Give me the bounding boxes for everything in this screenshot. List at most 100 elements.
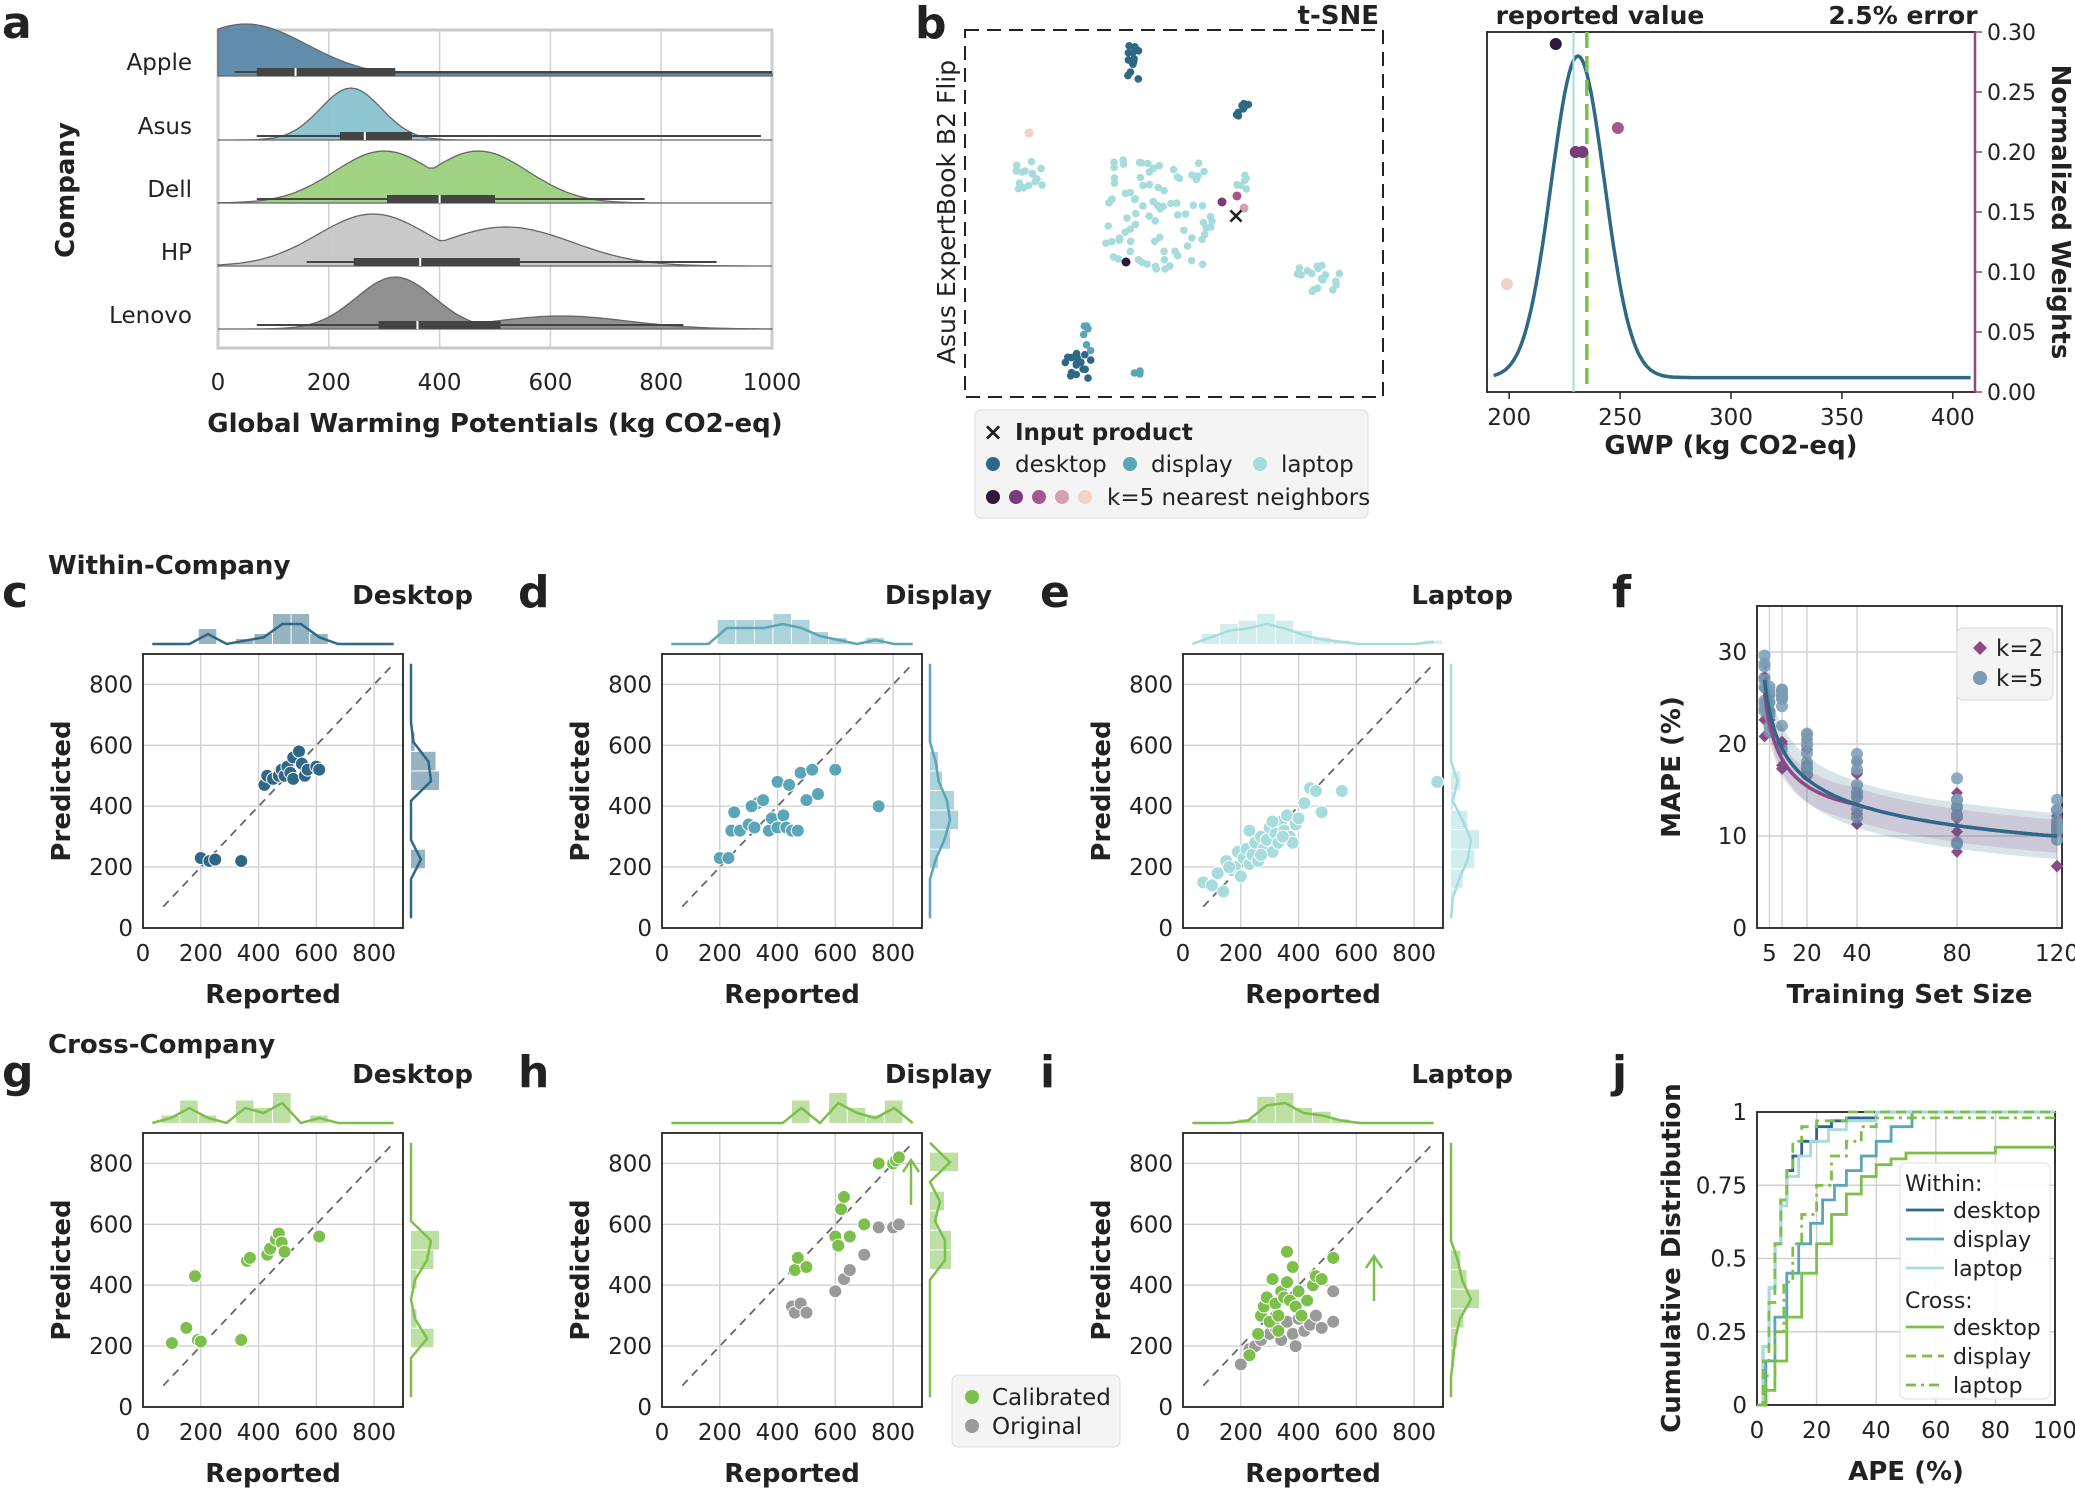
- data-point: [857, 1217, 872, 1232]
- panel-letter-i: i: [1040, 1047, 1055, 1098]
- plot-frame: [142, 653, 404, 929]
- legend-series-label: laptop: [1953, 1374, 2023, 1399]
- ridge-density: [217, 213, 772, 267]
- panel-h-scatter: 00 200 200 400 400 600 600 800 800 Reported Predic…: [566, 1060, 992, 1489]
- k5-point: [1776, 700, 1788, 713]
- data-point: [1280, 1244, 1294, 1259]
- x-tick-label: 1000: [743, 370, 802, 396]
- tsne-point: [1145, 212, 1153, 220]
- marginal-density: [671, 1101, 914, 1125]
- tsne-point: [1194, 159, 1203, 167]
- tsne-point: [1079, 365, 1087, 373]
- x-tick-label: 0: [1750, 1418, 1765, 1444]
- tsne-point: [1072, 349, 1081, 358]
- tsne-point: [1154, 183, 1163, 192]
- marginal-bar: [411, 849, 425, 869]
- legend-box: [951, 1374, 1121, 1448]
- panel-c-scatter: 00 200 200 400 400 600 600 800 800 Reported Predic…: [47, 551, 473, 1010]
- group-title: Within-Company: [48, 551, 290, 581]
- neighbor-weight-point: [1500, 278, 1513, 290]
- legend-calibrated-label: Calibrated: [992, 1385, 1111, 1411]
- k5-point: [1951, 810, 1963, 823]
- y-tick-label: 0.25: [1696, 1320, 1747, 1346]
- x-tick-label: 0: [1176, 941, 1191, 967]
- tsne-point: [1295, 264, 1304, 272]
- tsne-point: [1303, 267, 1312, 275]
- tsne-point: [1121, 189, 1130, 198]
- original-point: [1308, 1308, 1323, 1323]
- y-tick-label: 200: [608, 855, 652, 881]
- x-tick-label: 300: [1709, 405, 1753, 431]
- tsne-neighbor-point: [1217, 197, 1227, 207]
- data-point: [799, 1259, 814, 1274]
- marginal-bar: [829, 1093, 847, 1123]
- ridge-box: [339, 132, 412, 140]
- k2-point: [2051, 860, 2063, 873]
- panel-letter-g: g: [2, 1047, 34, 1098]
- x-tick-label: 200: [179, 941, 223, 967]
- marginal-density: [1191, 622, 1434, 646]
- cdf-line: [1757, 1110, 2055, 1407]
- ridge-company-label: Asus: [138, 114, 192, 140]
- tsne-point: [1149, 164, 1158, 173]
- data-point: [193, 1334, 208, 1349]
- original-point: [871, 1220, 886, 1235]
- y-tick-label: 600: [608, 733, 652, 759]
- k5-point: [2051, 793, 2063, 806]
- legend-neighbor-marker: [1032, 490, 1046, 504]
- plot-frame: [661, 1132, 923, 1408]
- data-point: [1210, 866, 1225, 881]
- k5-point: [1851, 755, 1863, 768]
- tsne-point: [1145, 180, 1154, 189]
- marginal-density: [928, 1141, 952, 1398]
- ridge-box: [256, 68, 396, 76]
- tsne-point: [1207, 223, 1215, 231]
- data-point: [871, 799, 886, 814]
- cdf-line: [1757, 1145, 2055, 1407]
- identity-line: [162, 662, 395, 908]
- x-tick-label: 800: [352, 1420, 396, 1446]
- marginal-bar: [1451, 771, 1461, 790]
- tsne-point: [1206, 212, 1215, 221]
- original-point: [1314, 1320, 1329, 1335]
- legend-k5-label: k=5: [1996, 666, 2043, 692]
- data-point: [312, 762, 327, 777]
- marginal-density: [409, 663, 433, 919]
- plot-frame: [142, 1132, 404, 1408]
- original-point: [891, 1217, 906, 1232]
- tsne-point: [1156, 205, 1164, 213]
- data-point: [1294, 1308, 1309, 1323]
- k5-point: [1758, 649, 1771, 662]
- plot-frame: [1756, 605, 2063, 929]
- marginal-bar: [411, 1230, 439, 1250]
- tsne-neighbor-point: [1232, 191, 1242, 201]
- y-tick-label: 0: [118, 916, 133, 942]
- data-point: [834, 1202, 849, 1217]
- y-axis-label: Predicted: [47, 1199, 77, 1340]
- tsne-point: [1167, 199, 1175, 208]
- data-point: [1285, 1259, 1300, 1274]
- group-title: Cross-Company: [48, 1030, 275, 1060]
- data-point: [208, 852, 223, 867]
- tsne-point: [1084, 374, 1092, 382]
- legend-box: [974, 409, 1369, 519]
- x-tick-label: 200: [179, 1420, 223, 1446]
- tsne-point: [1187, 256, 1196, 265]
- tsne-point: [1015, 179, 1024, 187]
- panel-letter-c: c: [2, 567, 28, 618]
- tsne-point: [1165, 262, 1174, 270]
- tsne-point: [1132, 209, 1140, 218]
- plot-frame: [1182, 653, 1444, 929]
- neighbor-weight-point: [1611, 122, 1624, 134]
- original-point: [1288, 1339, 1303, 1354]
- x-axis-label: Training Set Size: [1787, 980, 2033, 1010]
- x-tick-label: 100: [2033, 1418, 2075, 1444]
- data-point: [164, 1336, 179, 1351]
- y-axis-label: Predicted: [1087, 1199, 1117, 1340]
- panel-d-scatter: 00 200 200 400 400 600 600 800 800 Reported Predic…: [566, 581, 992, 1010]
- tsne-point: [1181, 210, 1190, 218]
- legend-laptop-label: laptop: [1281, 452, 1354, 478]
- k5-point: [1801, 756, 1813, 769]
- data-point: [179, 1320, 194, 1335]
- ridge-density: [218, 87, 772, 141]
